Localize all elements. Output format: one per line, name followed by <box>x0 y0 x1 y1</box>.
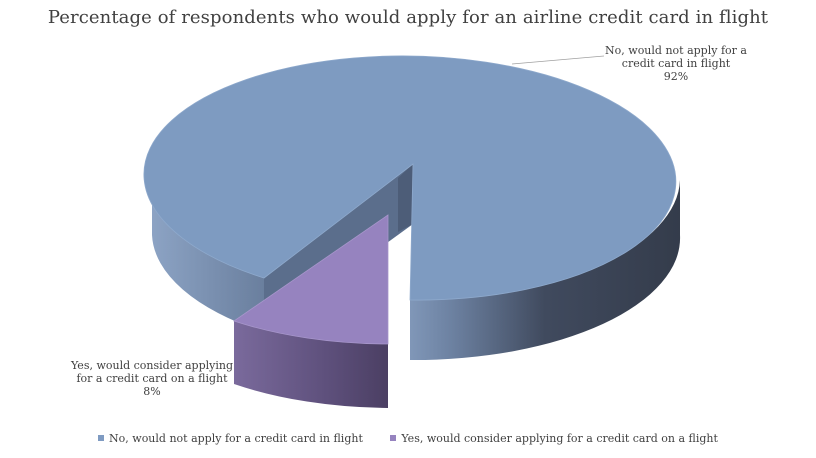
slice-no-cut-face-center <box>398 164 413 232</box>
data-label-yes-value: 8% <box>143 385 161 398</box>
slice-no-outer-wall <box>410 180 681 361</box>
data-label-no-value: 92% <box>663 70 689 83</box>
data-label-yes: Yes, would consider applying for a credi… <box>52 359 252 398</box>
slice-no-top <box>143 55 677 301</box>
legend-label-yes: Yes, would consider applying for a credi… <box>401 432 718 445</box>
data-label-no: No, would not apply for a credit card in… <box>576 44 776 83</box>
data-label-yes-line1: Yes, would consider applying <box>71 359 233 372</box>
pie-slice-no <box>143 55 681 361</box>
slice-yes-top <box>233 214 389 345</box>
slice-no-left-wall <box>152 180 264 332</box>
legend-label-no: No, would not apply for a credit card in… <box>109 432 363 445</box>
legend-swatch-yes <box>390 435 397 441</box>
legend-item-no[interactable]: No, would not apply for a credit card in… <box>98 432 363 445</box>
leader-line-no <box>511 55 605 65</box>
data-label-yes-line2: for a credit card on a flight <box>76 372 228 385</box>
data-label-no-line1: No, would not apply for a <box>605 44 747 57</box>
legend: No, would not apply for a credit card in… <box>0 432 816 445</box>
legend-swatch-no <box>98 435 105 441</box>
data-label-no-line2: credit card in flight <box>621 57 731 70</box>
pie-slice-yes <box>233 214 389 408</box>
legend-item-yes[interactable]: Yes, would consider applying for a credi… <box>390 432 718 445</box>
chart-title: Percentage of respondents who would appl… <box>47 7 769 28</box>
